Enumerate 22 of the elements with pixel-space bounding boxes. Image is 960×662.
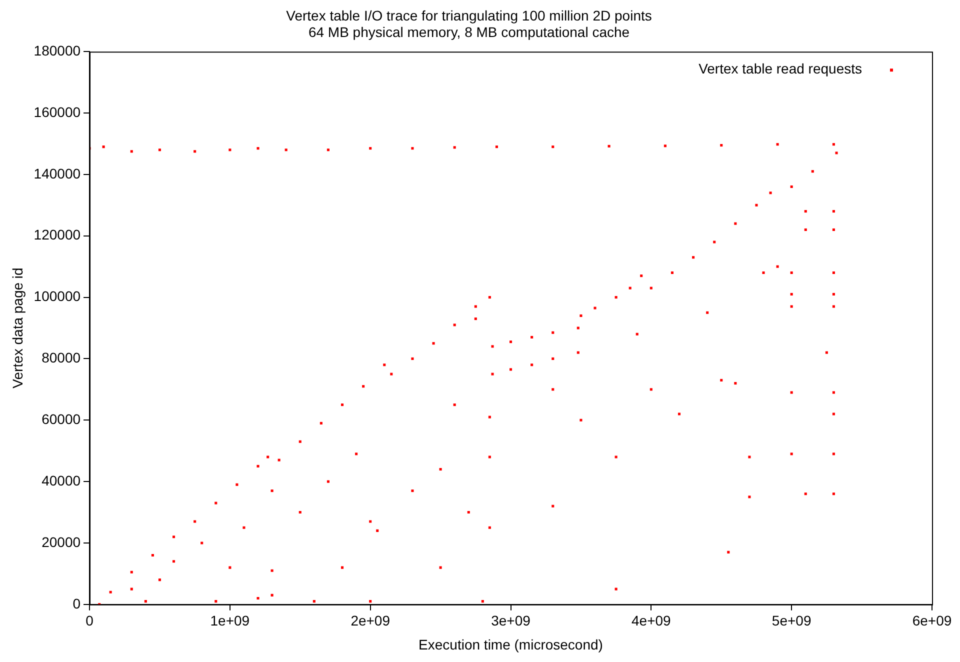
y-tick-label: 100000 bbox=[34, 288, 81, 304]
y-tick-label: 120000 bbox=[34, 226, 81, 243]
x-axis-title: Execution time (microsecond) bbox=[418, 636, 603, 652]
legend-label: Vertex table read requests bbox=[698, 60, 862, 76]
y-tick-label: 160000 bbox=[34, 104, 81, 120]
y-tick-label: 80000 bbox=[42, 350, 81, 366]
chart-title: Vertex table I/O trace for triangulating 100 million 2D points bbox=[286, 7, 652, 24]
x-tick-label: 2e+09 bbox=[350, 612, 390, 629]
y-tick-label: 40000 bbox=[42, 472, 81, 488]
chart-subtitle: 64 MB physical memory, 8 MB computational cache bbox=[308, 24, 630, 40]
x-tick-label: 4e+09 bbox=[632, 612, 672, 629]
x-tick-label: 1e+09 bbox=[210, 612, 250, 629]
y-axis-title: Vertex data page id bbox=[9, 268, 26, 388]
x-tick-label: 5e+09 bbox=[772, 612, 812, 629]
y-tick-label: 20000 bbox=[42, 534, 81, 550]
x-tick-label: 0 bbox=[86, 612, 94, 629]
y-tick-label: 180000 bbox=[34, 42, 81, 58]
x-tick-label: 6e+09 bbox=[912, 612, 952, 629]
y-tick-label: 0 bbox=[72, 595, 81, 612]
x-tick-label: 3e+09 bbox=[491, 612, 531, 629]
y-tick-label: 140000 bbox=[34, 165, 81, 182]
y-tick-label: 60000 bbox=[42, 410, 81, 427]
